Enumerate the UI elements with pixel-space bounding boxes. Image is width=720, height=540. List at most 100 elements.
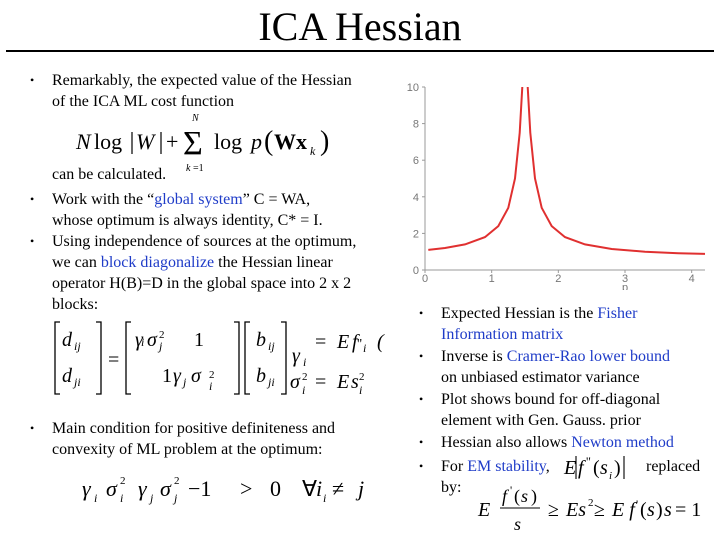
svg-text:d: d [62, 329, 73, 351]
svg-text:W: W [136, 129, 156, 154]
svg-text:1: 1 [194, 329, 204, 351]
x-tick-label: 1 [489, 273, 495, 285]
bullet-line: by: [441, 479, 462, 496]
bullet-dot: • [419, 349, 424, 363]
svg-text:Wx: Wx [274, 129, 307, 154]
text-run: Hessian also allows [441, 434, 572, 451]
bullet-global-system: • Work with the “global system” C = WA, … [30, 189, 402, 231]
svg-text:γ: γ [135, 329, 144, 351]
svg-text:j: j [172, 491, 178, 505]
y-tick-label: 8 [413, 119, 419, 131]
bullet-line: element with Gen. Gauss. prior [441, 412, 641, 429]
svg-text:i: i [209, 379, 212, 393]
bullet-line: can be calculated. [52, 166, 167, 183]
curve-series [428, 86, 524, 251]
svg-text:j: j [157, 339, 163, 353]
bullet-continuation: can be calculated. [52, 164, 402, 185]
highlight-term: block diagonalize [100, 254, 215, 271]
svg-text:E: E [477, 499, 490, 521]
svg-text:≥: ≥ [594, 499, 605, 521]
svg-text:i: i [303, 355, 306, 369]
svg-text:= 1: = 1 [675, 499, 701, 521]
svg-text:i: i [609, 470, 612, 482]
bullet-dot: • [419, 306, 424, 320]
bullet-line: Using independence of sources at the opt… [52, 233, 357, 250]
svg-text:(: ( [640, 499, 647, 521]
svg-text:f: f [352, 331, 360, 353]
em-stability-formula: E f ' ( s ) s ≥ Es 2 ≥ E f ' ( s ) s = 1 [477, 483, 701, 534]
svg-text:=: = [315, 371, 326, 393]
svg-text:σ: σ [160, 476, 172, 501]
bullet-line: Work with the “global system” C = WA, [52, 189, 402, 210]
bullet-line: of the ICA ML cost function [52, 93, 235, 110]
bullet-cramer-rao: • Inverse is Cramer-Rao lower bound on u… [419, 346, 711, 388]
svg-text:2: 2 [209, 369, 215, 381]
svg-text:σ: σ [290, 371, 301, 393]
bullet-em-stability: • For EM stability, by: replaced [419, 456, 711, 498]
svg-text:≥: ≥ [548, 499, 559, 521]
svg-text:(: ( [593, 457, 600, 479]
bullet-line: we can block diagonalize the Hessian lin… [52, 252, 402, 273]
svg-text:i: i [359, 383, 362, 397]
svg-text:N: N [191, 113, 200, 124]
svg-text:s: s [351, 371, 359, 393]
svg-text:i: i [316, 476, 322, 501]
text-run: ” C = WA, [242, 191, 311, 208]
text-run: Work with the “ [52, 191, 155, 208]
svg-text:0: 0 [270, 476, 281, 501]
bullet-line: replaced [646, 458, 701, 475]
svg-text:E: E [563, 457, 576, 479]
svg-text:): ) [531, 486, 537, 507]
svg-text:f: f [502, 486, 510, 506]
svg-text:N: N [75, 129, 92, 154]
svg-text:(: ( [514, 486, 520, 507]
svg-text:∀: ∀ [302, 476, 317, 501]
svg-text:ij: ij [268, 339, 275, 353]
svg-text:): ) [320, 126, 329, 157]
bullet-block-diagonalize: • Using independence of sources at the o… [30, 231, 402, 315]
svg-text:≠: ≠ [332, 476, 344, 501]
cost-function-formula: N log W + Σ N k =1 log p ( Wx k ) [75, 113, 329, 174]
svg-text:i: i [141, 335, 144, 349]
svg-text:i: i [363, 341, 366, 355]
text-run: we can [52, 254, 101, 271]
svg-text:i: i [120, 491, 123, 505]
svg-text:σ: σ [191, 365, 202, 387]
x-tick-label: 3 [622, 273, 628, 285]
svg-text:γ: γ [292, 345, 301, 367]
slide-title: ICA Hessian [258, 4, 462, 49]
svg-text:2: 2 [359, 371, 365, 383]
svg-text:(: ( [377, 331, 385, 353]
text-run: , [545, 458, 550, 475]
bullet-line: operator H(B)=D in the global space into… [52, 275, 352, 292]
bullet-line: blocks: [52, 296, 99, 313]
svg-text:γ: γ [82, 476, 92, 501]
svg-text:p: p [249, 129, 262, 154]
svg-text:Σ: Σ [183, 125, 203, 162]
svg-text:f: f [578, 457, 586, 479]
svg-text:σ: σ [106, 476, 118, 501]
bullet-line: Hessian also allows Newton method [441, 432, 711, 453]
svg-text:j: j [355, 476, 364, 501]
bullet-line: Inverse is Cramer-Rao lower bound [441, 346, 711, 367]
svg-text:': ' [510, 483, 512, 497]
svg-text:=: = [315, 331, 326, 353]
svg-text:2: 2 [120, 475, 126, 487]
title-divider [6, 50, 714, 52]
text-run: Inverse is [441, 348, 507, 365]
svg-text:b: b [256, 329, 266, 351]
svg-text:−1: −1 [188, 476, 211, 501]
svg-text:ji: ji [266, 375, 275, 389]
x-axis-label: p [622, 282, 628, 290]
bullet-newton-method: • Hessian also allows Newton method [419, 432, 711, 453]
bullet-positive-definiteness: • Main condition for positive definitene… [30, 418, 402, 460]
svg-text:2: 2 [302, 371, 308, 383]
svg-text:i: i [302, 383, 305, 397]
text-run: the Hessian linear [214, 254, 333, 271]
bullet-line: whose optimum is always identity, C* = I… [52, 212, 323, 229]
bullet-line: Main condition for positive definiteness… [52, 420, 336, 437]
bullet-dot: • [30, 234, 35, 248]
y-tick-label: 0 [413, 265, 419, 277]
svg-text:=: = [108, 349, 119, 371]
